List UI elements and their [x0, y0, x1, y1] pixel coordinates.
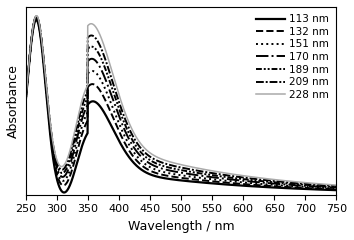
228 nm — [39, 37, 44, 40]
113 nm — [175, 179, 179, 181]
209 nm — [23, 101, 28, 104]
113 nm — [167, 177, 171, 180]
X-axis label: Wavelength / nm: Wavelength / nm — [128, 220, 234, 233]
Y-axis label: Absorbance: Absorbance — [7, 64, 20, 138]
170 nm — [325, 186, 330, 189]
170 nm — [166, 169, 171, 172]
132 nm — [23, 102, 28, 105]
151 nm — [166, 172, 171, 174]
113 nm — [269, 186, 273, 189]
113 nm — [325, 188, 330, 191]
113 nm — [62, 191, 66, 194]
132 nm — [175, 176, 179, 179]
113 nm — [39, 43, 44, 46]
151 nm — [34, 17, 39, 19]
151 nm — [335, 187, 339, 190]
209 nm — [39, 38, 44, 41]
151 nm — [268, 183, 273, 186]
132 nm — [166, 174, 171, 177]
189 nm — [335, 186, 339, 188]
189 nm — [34, 15, 39, 18]
151 nm — [325, 187, 330, 190]
151 nm — [325, 187, 330, 190]
228 nm — [34, 14, 39, 17]
228 nm — [325, 183, 330, 186]
132 nm — [39, 42, 44, 45]
209 nm — [175, 165, 179, 168]
189 nm — [39, 39, 44, 42]
170 nm — [325, 186, 330, 189]
228 nm — [166, 160, 171, 163]
189 nm — [166, 166, 171, 169]
228 nm — [325, 183, 330, 186]
132 nm — [325, 187, 330, 190]
209 nm — [34, 15, 39, 18]
113 nm — [23, 102, 28, 105]
209 nm — [166, 163, 171, 166]
170 nm — [268, 182, 273, 185]
Line: 170 nm: 170 nm — [25, 18, 337, 188]
132 nm — [268, 185, 273, 187]
113 nm — [34, 18, 38, 21]
113 nm — [335, 189, 339, 192]
189 nm — [175, 168, 179, 171]
209 nm — [268, 179, 273, 182]
Line: 113 nm: 113 nm — [25, 20, 337, 192]
170 nm — [335, 186, 339, 189]
Line: 132 nm: 132 nm — [25, 19, 337, 189]
170 nm — [39, 40, 44, 42]
189 nm — [268, 180, 273, 183]
228 nm — [175, 162, 179, 165]
113 nm — [326, 188, 330, 191]
189 nm — [23, 101, 28, 104]
209 nm — [335, 185, 339, 187]
151 nm — [39, 41, 44, 43]
151 nm — [23, 102, 28, 104]
151 nm — [175, 173, 179, 176]
170 nm — [175, 170, 179, 173]
Line: 151 nm: 151 nm — [25, 18, 337, 189]
Line: 209 nm: 209 nm — [25, 16, 337, 186]
132 nm — [325, 187, 330, 190]
132 nm — [34, 17, 38, 20]
228 nm — [268, 178, 273, 180]
132 nm — [335, 188, 339, 191]
Legend: 113 nm, 132 nm, 151 nm, 170 nm, 189 nm, 209 nm, 228 nm: 113 nm, 132 nm, 151 nm, 170 nm, 189 nm, … — [254, 12, 331, 102]
209 nm — [325, 184, 330, 187]
170 nm — [23, 101, 28, 104]
Line: 228 nm: 228 nm — [25, 16, 337, 185]
189 nm — [325, 185, 330, 188]
209 nm — [325, 184, 330, 187]
189 nm — [325, 185, 330, 188]
Line: 189 nm: 189 nm — [25, 17, 337, 187]
228 nm — [23, 101, 28, 104]
228 nm — [335, 184, 339, 186]
170 nm — [34, 16, 39, 19]
